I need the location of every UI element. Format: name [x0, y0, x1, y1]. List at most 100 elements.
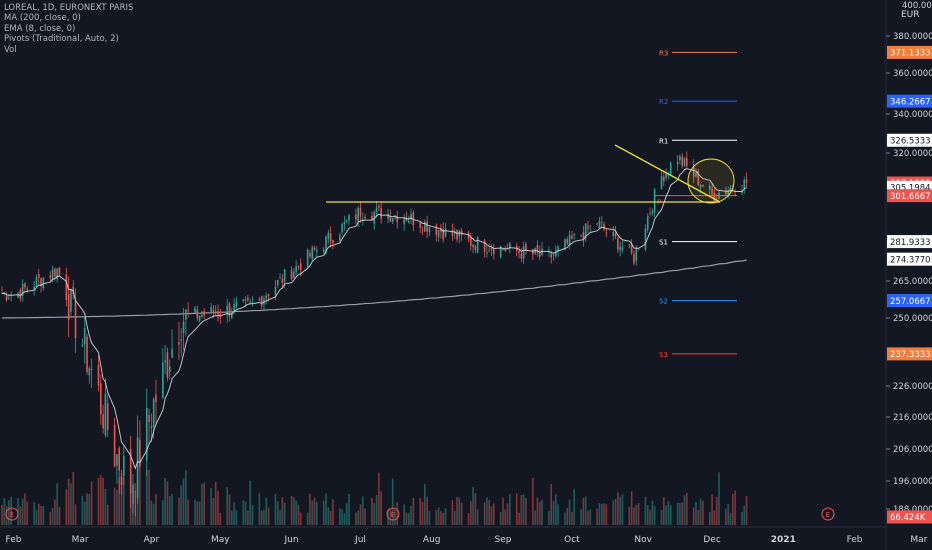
price-label-text-s1: 281.9333	[890, 238, 931, 248]
price-label-s2	[887, 294, 932, 308]
volume-bar	[378, 472, 380, 525]
volume-bar	[194, 499, 196, 525]
candle	[419, 222, 422, 228]
candle	[116, 454, 118, 466]
candle	[637, 249, 640, 251]
candle	[453, 232, 456, 234]
y-tick-label: 360.0000	[893, 69, 932, 79]
legend-symbol: LOREAL, 1D, EURONEXT PARIS	[4, 3, 134, 13]
price-label-p	[887, 189, 932, 203]
candle	[313, 247, 316, 251]
candle	[295, 266, 297, 273]
candle	[711, 188, 713, 194]
volume-bar	[343, 512, 346, 525]
candle	[56, 268, 58, 280]
ema8-line	[1, 168, 747, 470]
volume-bar	[502, 497, 504, 525]
candle	[49, 275, 52, 278]
candle	[281, 278, 284, 283]
candle	[568, 234, 571, 246]
candle	[258, 298, 261, 301]
volume-bar	[598, 502, 601, 525]
volume-bar	[584, 496, 587, 525]
volume-bar	[552, 500, 555, 525]
volume-bar	[265, 497, 268, 525]
volume-bar	[37, 503, 40, 525]
volume-bar	[536, 497, 539, 525]
candle	[745, 179, 748, 184]
volume-bar	[375, 494, 378, 525]
price-label-r1	[887, 133, 932, 147]
volume-bar	[139, 465, 141, 525]
volume-bar	[573, 488, 576, 525]
volume-bar	[345, 503, 348, 525]
candle	[164, 360, 166, 363]
candle	[378, 205, 380, 208]
candle	[619, 246, 621, 251]
legend-pivots: Pivots (Traditional, Auto, 2)	[4, 34, 119, 45]
legend-ema8: EMA (8, close, 0)	[4, 23, 76, 34]
candle	[364, 216, 366, 219]
volume-bar	[10, 496, 12, 525]
candle	[587, 226, 589, 229]
volume-bar	[219, 512, 222, 525]
candle	[617, 237, 619, 250]
volume-bar	[51, 508, 54, 525]
candle	[299, 263, 302, 271]
candle	[486, 252, 488, 254]
volume-bar	[410, 505, 412, 525]
candle	[97, 364, 100, 386]
volume-bar	[322, 500, 325, 525]
volume-bar	[460, 502, 463, 525]
candle	[152, 399, 155, 427]
candle	[120, 476, 123, 485]
candle	[630, 245, 633, 253]
candle	[35, 277, 38, 287]
volume-bar	[283, 502, 286, 525]
candle	[86, 336, 88, 372]
candle	[474, 245, 477, 250]
candle	[102, 414, 104, 429]
candle	[168, 366, 171, 372]
volume-bar	[260, 510, 263, 525]
volume-bar	[83, 501, 86, 525]
candle	[88, 368, 91, 376]
x-tick-label: Mar	[910, 535, 927, 545]
volume-bar	[162, 500, 164, 525]
volume-bar	[21, 498, 24, 525]
candle	[228, 303, 231, 317]
candle	[210, 306, 212, 313]
volume-bar	[210, 488, 212, 525]
candle	[212, 309, 215, 314]
candle	[538, 251, 541, 257]
candle	[550, 254, 553, 258]
candle	[24, 283, 26, 288]
price-label-text-ema: 305.1984	[890, 184, 931, 194]
volume-bar	[226, 487, 229, 525]
candle	[361, 218, 364, 220]
volume-bar	[148, 469, 150, 525]
candle	[504, 249, 507, 251]
volume-bar	[178, 497, 180, 525]
volume-bar	[653, 505, 656, 525]
volume-bar	[201, 483, 203, 525]
candle	[564, 239, 566, 250]
candle	[695, 172, 697, 177]
candle	[396, 215, 399, 223]
candle	[90, 369, 93, 370]
volume-bar	[166, 481, 169, 525]
volume-bar	[619, 496, 621, 525]
volume-bar	[72, 471, 75, 525]
candle	[410, 213, 412, 220]
price-axis	[886, 0, 932, 550]
volume-bar	[297, 504, 300, 525]
candle	[122, 455, 125, 477]
candle	[633, 253, 635, 264]
candle	[42, 277, 45, 289]
candle	[306, 249, 309, 267]
volume-bar	[729, 512, 732, 525]
candle	[651, 211, 654, 214]
ma200-line	[2, 259, 747, 319]
